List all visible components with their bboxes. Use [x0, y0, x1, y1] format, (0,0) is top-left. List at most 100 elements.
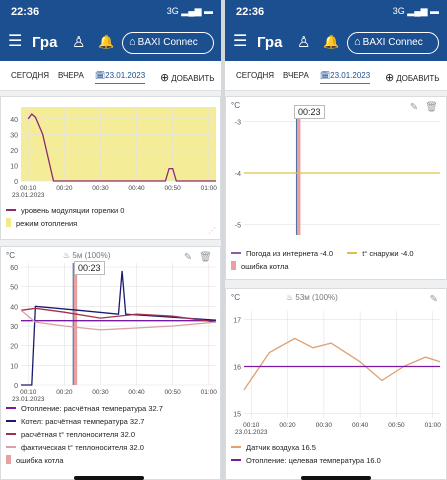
user-icon[interactable]: ♙ [297, 34, 311, 51]
tab-yesterday[interactable]: ВЧЕРА [58, 71, 84, 80]
burner-summary: ♨ 5м (100%) [63, 251, 111, 260]
network-indicator: 3G ▂▄▆ ▬ [166, 6, 213, 16]
card-tools: ✎ [423, 294, 438, 305]
x-tick-label: 00:20 [279, 422, 296, 429]
resize-handle-icon[interactable]: ⋰ [208, 226, 216, 235]
add-button[interactable]: ⊕ ДОБАВИТЬ [385, 72, 440, 84]
legend-item[interactable]: фактическая t° теплоносителя 32.0 [6, 441, 163, 454]
x-date-label: 23.01.2023 [235, 429, 268, 436]
status-bar: 22:36 3G ▂▄▆ ▬ [225, 0, 447, 27]
modulation-chart: 40 30 20 10 000:10 00:20 00:30 00:40 00:50 01:00 2… [10, 107, 218, 197]
chart-card-outdoor: °C ✎ 🗑 -3 -4 -5 00:23 Погода из интернета -… [225, 96, 447, 280]
legend-item[interactable]: расчётная t° теплоносителя 32.0 [6, 428, 163, 441]
burner-summary: ♨ 53м (100%) [286, 293, 338, 302]
bell-icon[interactable]: 🔔 [98, 34, 115, 49]
y-tick-label: -5 [235, 223, 241, 230]
tab-yesterday[interactable]: ВЧЕРА [283, 71, 309, 80]
x-tick-label: 00:30 [92, 185, 109, 192]
edit-icon[interactable]: ✎ [429, 294, 438, 305]
legend-item[interactable]: Отопление: расчётная температура 32.7 [6, 402, 163, 415]
unit-label: °C [6, 251, 15, 260]
legend-item[interactable]: ошибка котла [231, 260, 414, 273]
bell-icon[interactable]: 🔔 [323, 34, 340, 49]
tab-date[interactable]: 🗓23.01.2023 [320, 71, 371, 84]
calendar-icon: 🗓 [320, 71, 331, 80]
legend-item[interactable]: Погода из интернета -4.0 [231, 249, 333, 258]
user-icon[interactable]: ♙ [72, 34, 86, 51]
page-title: Гра [32, 34, 58, 51]
edit-icon[interactable]: ✎ [183, 252, 193, 263]
x-tick-label: 00:10 [20, 389, 37, 396]
edit-icon[interactable]: ✎ [409, 102, 419, 113]
card-tools: ✎ 🗑 [403, 102, 438, 113]
legend-item[interactable]: t° снаружи -4.0 [347, 249, 414, 258]
y-tick-label: 30 [10, 324, 18, 331]
tab-today[interactable]: СЕГОДНЯ [11, 71, 50, 80]
cursor-tooltip: 00:23 [74, 261, 105, 275]
y-tick-label: -4 [235, 171, 241, 178]
period-tabs: СЕГОДНЯ ВЧЕРА 🗓23.01.2023 ⊕ ДОБАВИТЬ [0, 61, 221, 91]
legend-item[interactable]: Датчик воздуха 16.5 [231, 441, 381, 454]
device-name: BAXI Connec [137, 37, 198, 48]
x-tick-label: 01:00 [201, 185, 218, 192]
legend-item[interactable]: ошибка котла [6, 454, 163, 467]
x-tick-label: 00:40 [352, 422, 369, 429]
house-icon: ⌂ [129, 36, 136, 48]
x-tick-label: 00:40 [128, 389, 145, 396]
x-date-label: 23.01.2023 [12, 192, 45, 197]
delete-icon[interactable]: 🗑 [425, 102, 438, 113]
device-selector[interactable]: ⌂ BAXI Connec [122, 32, 214, 54]
legend-item[interactable]: Отопление: целевая температура 16.0 [231, 454, 381, 467]
add-icon: ⊕ [385, 72, 395, 84]
temperature-chart: 60 50 40 30 20 10 000:10 00:20 00:30 00:40 00:50 01… [10, 263, 217, 403]
page-title: Гра [257, 34, 283, 51]
status-time: 22:36 [236, 6, 265, 18]
app-bar: ☰ Гра ♙ 🔔 ⌂ BAXI Connec [225, 27, 447, 61]
house-icon: ⌂ [354, 36, 361, 48]
y-tick-label: 10 [10, 163, 18, 170]
legend-item[interactable]: Котел: расчётная температура 32.7 [6, 415, 163, 428]
cursor-tooltip: 00:23 [294, 105, 325, 119]
left-phone-screen: 22:36 3G ▂▄▆ ▬ ☰ Гра ♙ 🔔 ⌂ BAXI Connec СЕ… [0, 0, 221, 480]
y-tick-label: 17 [233, 318, 241, 325]
x-tick-label: 00:20 [56, 185, 73, 192]
x-tick-label: 00:50 [165, 389, 182, 396]
add-icon: ⊕ [160, 72, 170, 84]
flame-icon: ♨ [286, 293, 294, 302]
tab-date[interactable]: 🗓23.01.2023 [95, 71, 146, 84]
add-button[interactable]: ⊕ ДОБАВИТЬ [160, 72, 215, 84]
unit-label: °C [231, 293, 240, 302]
chart-legend: Отопление: расчётная температура 32.7 Ко… [6, 402, 163, 467]
flame-icon: ♨ [63, 251, 71, 260]
x-tick-label: 00:40 [128, 185, 145, 192]
legend-item[interactable]: уровень модуляции горелки 0 [6, 204, 124, 217]
heating-mode-band [21, 107, 216, 181]
y-tick-label: 60 [10, 265, 18, 272]
device-selector[interactable]: ⌂ BAXI Connec [347, 32, 439, 54]
y-tick-label: 50 [10, 285, 18, 292]
delete-icon[interactable]: 🗑 [199, 252, 212, 263]
chart-card-temperatures: °C ♨ 5м (100%) ✎ 🗑 60 50 40 30 20 10 0 00:10 00:2… [0, 246, 221, 480]
y-tick-label: 10 [10, 363, 18, 370]
right-phone-screen: 22:36 3G ▂▄▆ ▬ ☰ Гра ♙ 🔔 ⌂ BAXI Connec СЕ… [225, 0, 447, 480]
tab-today[interactable]: СЕГОДНЯ [236, 71, 275, 80]
y-tick-label: 30 [10, 132, 18, 139]
legend-row: Погода из интернета -4.0 t° снаружи -4.0 [231, 247, 414, 260]
x-tick-label: 00:10 [243, 422, 260, 429]
menu-icon[interactable]: ☰ [8, 33, 23, 50]
y-tick-label: 15 [233, 411, 241, 418]
boiler-error-marker [73, 263, 78, 385]
series-line [21, 270, 217, 386]
y-tick-label: 0 [14, 383, 18, 390]
card-tools: ✎ 🗑 [177, 252, 212, 263]
period-tabs: СЕГОДНЯ ВЧЕРА 🗓23.01.2023 ⊕ ДОБАВИТЬ [225, 61, 447, 91]
chart-legend: уровень модуляции горелки 0 режим отопле… [6, 204, 124, 230]
home-indicator [74, 476, 144, 480]
legend-item[interactable]: режим отопления [6, 217, 124, 230]
x-tick-label: 01:00 [425, 422, 442, 429]
series-line [27, 113, 216, 182]
series-line [243, 337, 441, 391]
menu-icon[interactable]: ☰ [233, 33, 248, 50]
boiler-error-marker [296, 107, 301, 235]
